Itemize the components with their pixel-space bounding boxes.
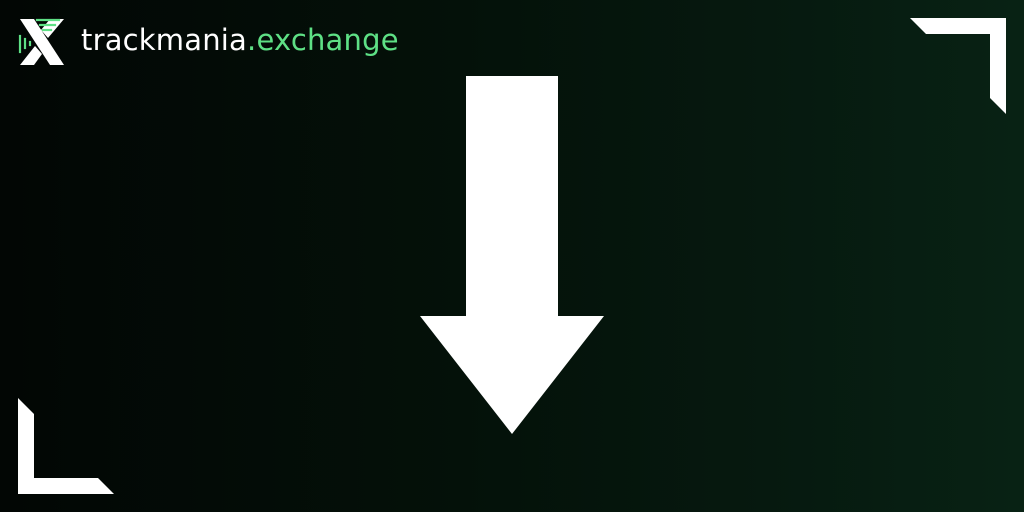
arrow-down-icon [420, 76, 604, 434]
site-name-main: trackmania [81, 23, 248, 57]
site-name-accent: .exchange [247, 23, 399, 57]
tmx-logo-icon [18, 18, 64, 65]
corner-bracket-bottom-left-icon [18, 398, 114, 494]
site-name: trackmania.exchange [81, 26, 399, 55]
corner-bracket-top-right-icon [910, 18, 1006, 114]
site-brand[interactable]: trackmania.exchange [17, 17, 399, 67]
